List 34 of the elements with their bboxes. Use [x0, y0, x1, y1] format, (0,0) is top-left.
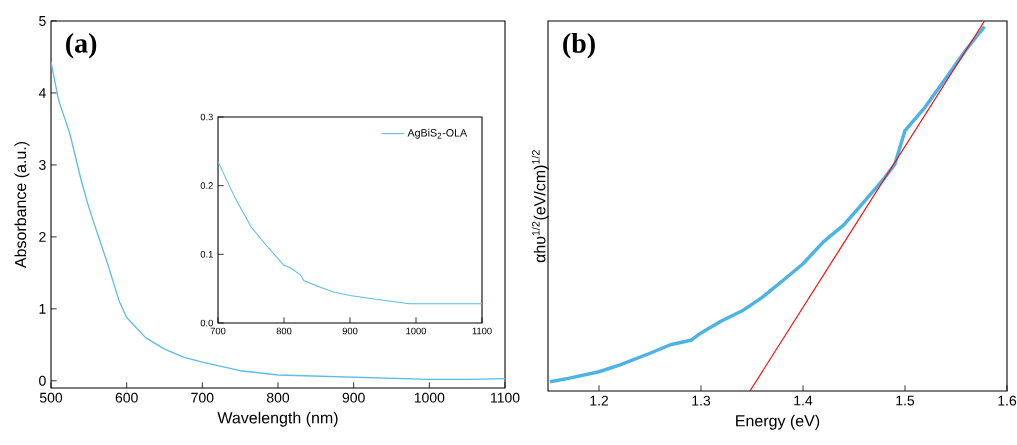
- y-tick-label: 0.3: [200, 113, 213, 121]
- x-tick-label: 1.4: [794, 395, 813, 406]
- x-tick-label: 700: [210, 327, 226, 335]
- x-tick-label: 1000: [414, 392, 445, 403]
- x-tick-label: 1.6: [998, 395, 1017, 406]
- y-tick-label: 0.0: [200, 319, 213, 327]
- x-tick-label: 1.2: [590, 395, 609, 406]
- y-tick-label: 3: [39, 159, 46, 170]
- y-axis-title: Absorbance (a.u.): [14, 141, 30, 269]
- y-tick-label: 0.1: [200, 251, 213, 258]
- y-tick-label: 4: [38, 88, 46, 98]
- x-tick-label: 900: [342, 392, 365, 403]
- y-tick-label: 0: [39, 375, 46, 386]
- x-tick-label: 500: [39, 392, 63, 403]
- y-axis-title: αhυ$^{1/2}$(eV/cm)$^{1/2}$: [531, 150, 549, 263]
- x-tick-label: 1.5: [896, 395, 915, 406]
- x-axis-title: Energy (eV): [736, 414, 820, 430]
- x-tick-label: 1000: [406, 327, 427, 335]
- y-tick-label: 2: [39, 231, 46, 242]
- y-tick-label: 1: [39, 304, 46, 314]
- x-tick-label: 800: [266, 392, 290, 403]
- annotation: (a): [66, 33, 97, 59]
- y-tick-label: 5: [39, 16, 46, 26]
- x-tick-label: 1.3: [692, 395, 711, 406]
- annotation: (b): [563, 33, 595, 59]
- x-axis-title: Wavelength (nm): [217, 411, 338, 427]
- x-tick-label: 700: [191, 392, 214, 403]
- x-tick-label: 1100: [472, 327, 492, 335]
- x-tick-label: 800: [276, 327, 292, 335]
- legend-label: AgBiS$_{2}$-OLA: [407, 128, 468, 139]
- x-tick-label: 1100: [491, 392, 520, 403]
- x-tick-label: 600: [115, 392, 138, 403]
- y-tick-label: 0.2: [200, 182, 213, 189]
- x-tick-label: 900: [342, 327, 358, 335]
